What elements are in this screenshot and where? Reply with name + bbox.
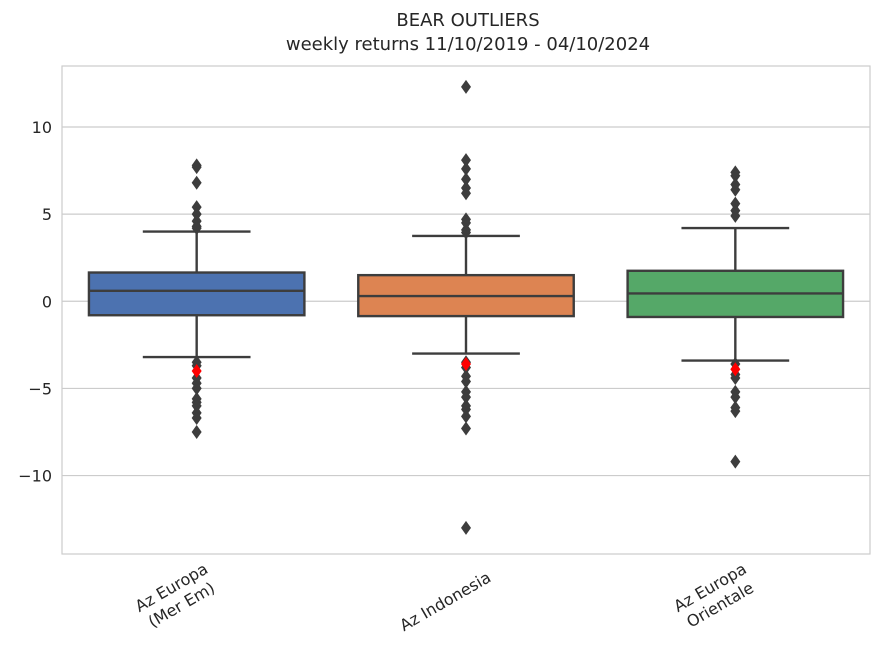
y-tick-label: 0 <box>42 292 52 311</box>
y-tick-label: −5 <box>28 379 52 398</box>
outlier-point <box>730 208 741 223</box>
outlier-point <box>461 172 471 187</box>
outlier-point <box>730 390 741 405</box>
bear-outlier-point <box>730 362 741 377</box>
outlier-point <box>461 225 471 240</box>
box-group <box>87 158 306 439</box>
bear-outlier-point <box>461 357 471 372</box>
outlier-point <box>191 411 202 426</box>
x-axis-ticks: Az Europa(Mer Em) Az Indonesia Az EuropaOr… <box>132 559 759 635</box>
outlier-point <box>730 454 741 469</box>
plot-frame <box>61 65 871 555</box>
outlier-point <box>191 175 202 190</box>
outlier-point <box>730 370 741 385</box>
outlier-point <box>461 390 471 405</box>
x-tick-label-line: Az Indonesia <box>396 568 494 635</box>
boxes <box>87 79 845 535</box>
outlier-point <box>191 381 202 396</box>
outlier-point <box>191 221 202 236</box>
outlier-point <box>461 409 471 424</box>
y-tick-label: −10 <box>18 467 52 486</box>
outlier-point <box>461 374 471 389</box>
outlier-point <box>461 153 471 168</box>
box-group <box>626 165 845 469</box>
x-tick-label: Az Indonesia <box>396 568 494 635</box>
outlier-point <box>461 421 471 436</box>
chart-title: BEAR OUTLIERS <box>396 10 539 31</box>
chart-subtitle: weekly returns 11/10/2019 - 04/10/2024 <box>286 34 650 55</box>
outlier-point <box>461 161 471 176</box>
outlier-point <box>730 168 741 183</box>
y-axis-ticks: 10 5 0 −5 −10 <box>18 118 52 486</box>
outlier-point <box>730 404 741 419</box>
outlier-point <box>461 79 471 94</box>
outlier-point <box>461 186 471 201</box>
x-tick-label: Az Europa(Mer Em) <box>132 559 221 633</box>
y-tick-label: 5 <box>42 205 52 224</box>
outlier-point <box>730 182 741 197</box>
y-tick-label: 10 <box>32 118 52 137</box>
outlier-point <box>191 160 202 175</box>
x-tick-label: Az EuropaOrientale <box>670 559 759 633</box>
outlier-point <box>191 425 202 439</box>
box <box>87 271 306 317</box>
box-group <box>357 79 575 535</box>
bear-outlier-point <box>191 364 202 378</box>
outlier-point <box>461 520 471 535</box>
